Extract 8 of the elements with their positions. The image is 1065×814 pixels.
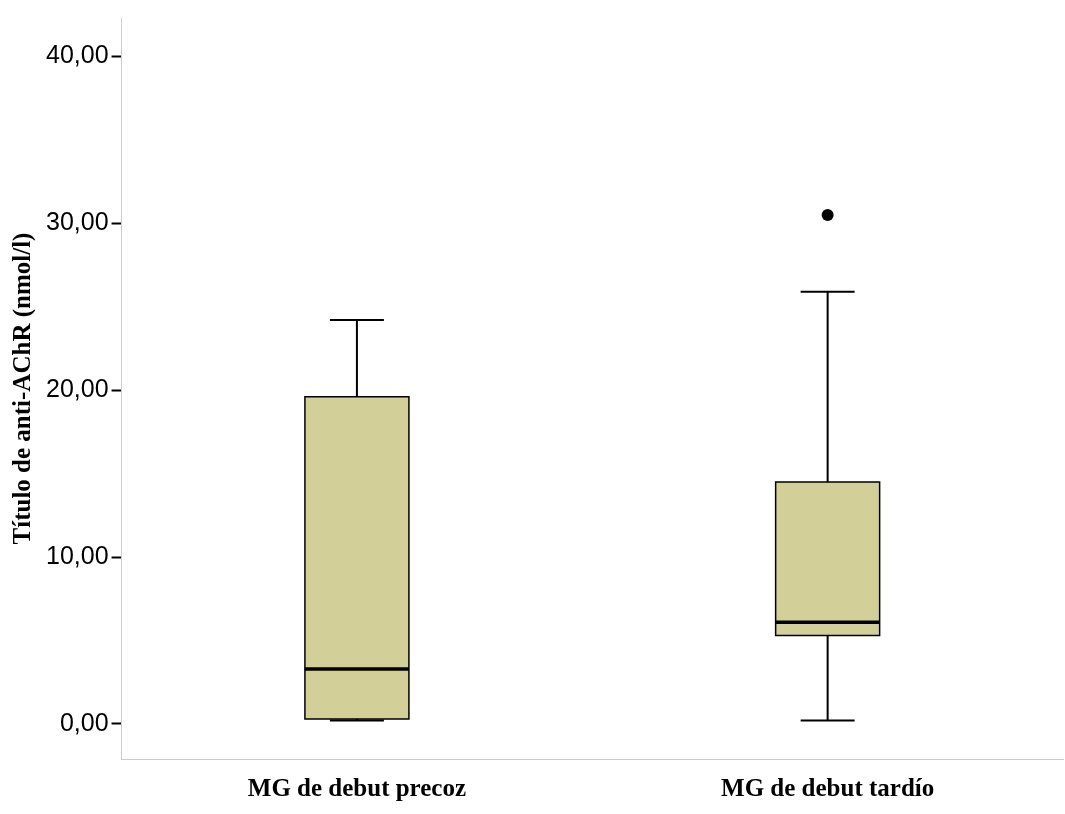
y-tick-label: 10,00 [46, 540, 109, 569]
y-tick-label: 30,00 [46, 207, 109, 236]
y-tick-label: 40,00 [46, 40, 109, 69]
y-tick-label: 0,00 [59, 707, 109, 736]
y-axis-title: Título de anti-AChR (nmol/l) [8, 232, 37, 545]
x-tick-label: MG de debut tardío [721, 774, 935, 802]
y-tick-label: 20,00 [46, 374, 109, 403]
x-tick-label: MG de debut precoz [247, 774, 467, 802]
